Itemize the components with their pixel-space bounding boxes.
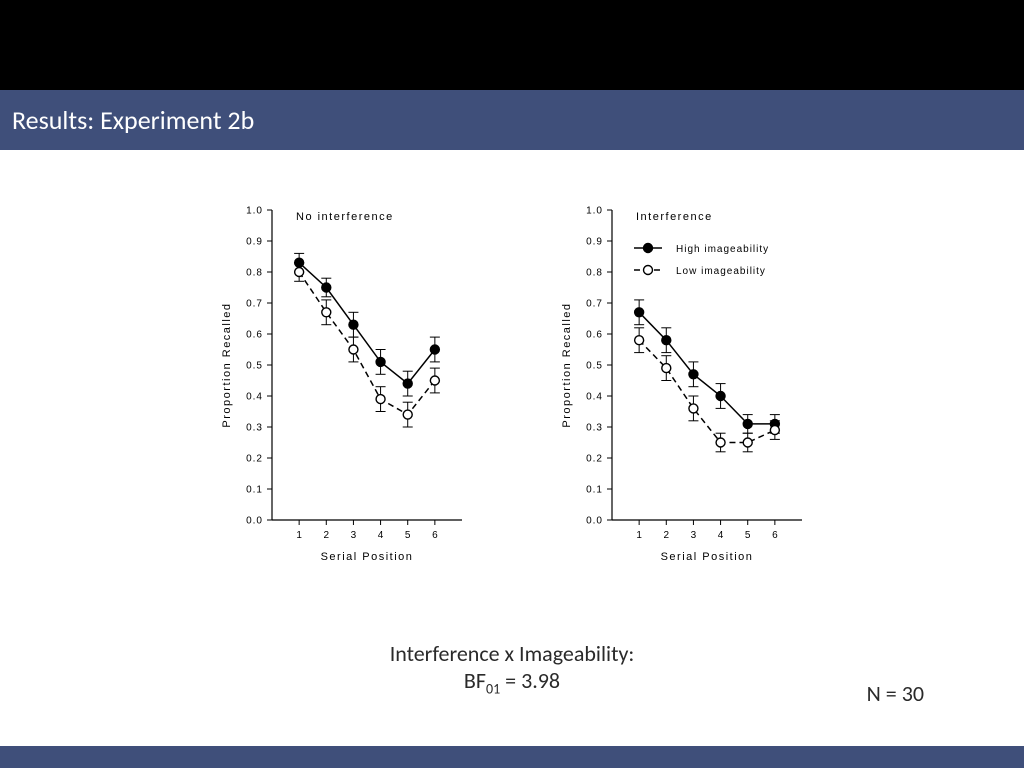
svg-text:High imageability: High imageability bbox=[676, 244, 769, 255]
svg-text:6: 6 bbox=[432, 530, 438, 541]
svg-text:0.4: 0.4 bbox=[246, 392, 263, 403]
n-label: N = 30 bbox=[867, 680, 924, 707]
svg-text:2: 2 bbox=[324, 530, 330, 541]
svg-text:0.4: 0.4 bbox=[586, 392, 603, 403]
svg-text:0.8: 0.8 bbox=[246, 268, 263, 279]
svg-text:4: 4 bbox=[378, 530, 384, 541]
svg-text:0.5: 0.5 bbox=[586, 361, 603, 372]
svg-text:0.8: 0.8 bbox=[586, 268, 603, 279]
svg-text:0.0: 0.0 bbox=[246, 516, 263, 527]
svg-text:4: 4 bbox=[718, 530, 724, 541]
svg-text:1.0: 1.0 bbox=[246, 206, 263, 217]
bf-eq: = 3.98 bbox=[500, 667, 560, 694]
svg-text:Proportion Recalled: Proportion Recalled bbox=[221, 302, 233, 427]
svg-text:0.5: 0.5 bbox=[246, 361, 263, 372]
svg-text:0.7: 0.7 bbox=[246, 299, 263, 310]
svg-text:Low imageability: Low imageability bbox=[676, 266, 766, 277]
svg-text:0.9: 0.9 bbox=[586, 237, 603, 248]
svg-text:0.2: 0.2 bbox=[586, 454, 603, 465]
svg-text:0.6: 0.6 bbox=[246, 330, 263, 341]
svg-text:6: 6 bbox=[772, 530, 778, 541]
chart-left: 0.0 0.1 0.2 0.3 0.4 0.5 0.6 0.7 0.8 0.9 1.0 1 2 3 4 5 6 S… bbox=[212, 200, 472, 580]
bf-sub: 01 bbox=[486, 680, 500, 697]
svg-text:Serial Position: Serial Position bbox=[661, 551, 754, 563]
svg-text:0.6: 0.6 bbox=[586, 330, 603, 341]
svg-text:0.1: 0.1 bbox=[246, 485, 263, 496]
svg-text:2: 2 bbox=[664, 530, 670, 541]
slide-title: Results: Experiment 2b bbox=[12, 104, 254, 136]
svg-text:0.7: 0.7 bbox=[586, 299, 603, 310]
chart-svg: 0.0 0.1 0.2 0.3 0.4 0.5 0.6 0.7 0.8 0.9 1.0 1 2 3 4 5 6 S… bbox=[552, 200, 812, 575]
svg-text:0.9: 0.9 bbox=[246, 237, 263, 248]
stats-line1: Interference x Imageability: bbox=[0, 640, 1024, 667]
svg-text:Proportion Recalled: Proportion Recalled bbox=[561, 302, 573, 427]
svg-text:Serial Position: Serial Position bbox=[321, 551, 414, 563]
svg-text:3: 3 bbox=[691, 530, 697, 541]
chart-svg: 0.0 0.1 0.2 0.3 0.4 0.5 0.6 0.7 0.8 0.9 1.0 1 2 3 4 5 6 S… bbox=[212, 200, 472, 575]
svg-text:No interference: No interference bbox=[296, 211, 394, 223]
svg-text:Interference: Interference bbox=[636, 211, 713, 223]
svg-text:3: 3 bbox=[351, 530, 357, 541]
title-bar: Results: Experiment 2b bbox=[0, 90, 1024, 150]
svg-text:1: 1 bbox=[636, 530, 642, 541]
svg-text:0.3: 0.3 bbox=[246, 423, 263, 434]
svg-text:0.2: 0.2 bbox=[246, 454, 263, 465]
chart-right: 0.0 0.1 0.2 0.3 0.4 0.5 0.6 0.7 0.8 0.9 1.0 1 2 3 4 5 6 S… bbox=[552, 200, 812, 580]
svg-text:5: 5 bbox=[745, 530, 751, 541]
bf-label: BF bbox=[464, 667, 486, 694]
svg-text:5: 5 bbox=[405, 530, 411, 541]
svg-text:1: 1 bbox=[296, 530, 302, 541]
svg-text:0.3: 0.3 bbox=[586, 423, 603, 434]
svg-text:0.0: 0.0 bbox=[586, 516, 603, 527]
charts-row: 0.0 0.1 0.2 0.3 0.4 0.5 0.6 0.7 0.8 0.9 1.0 1 2 3 4 5 6 S… bbox=[0, 200, 1024, 580]
svg-text:0.1: 0.1 bbox=[586, 485, 603, 496]
top-black-bar bbox=[0, 0, 1024, 90]
bottom-bar bbox=[0, 746, 1024, 768]
svg-text:1.0: 1.0 bbox=[586, 206, 603, 217]
